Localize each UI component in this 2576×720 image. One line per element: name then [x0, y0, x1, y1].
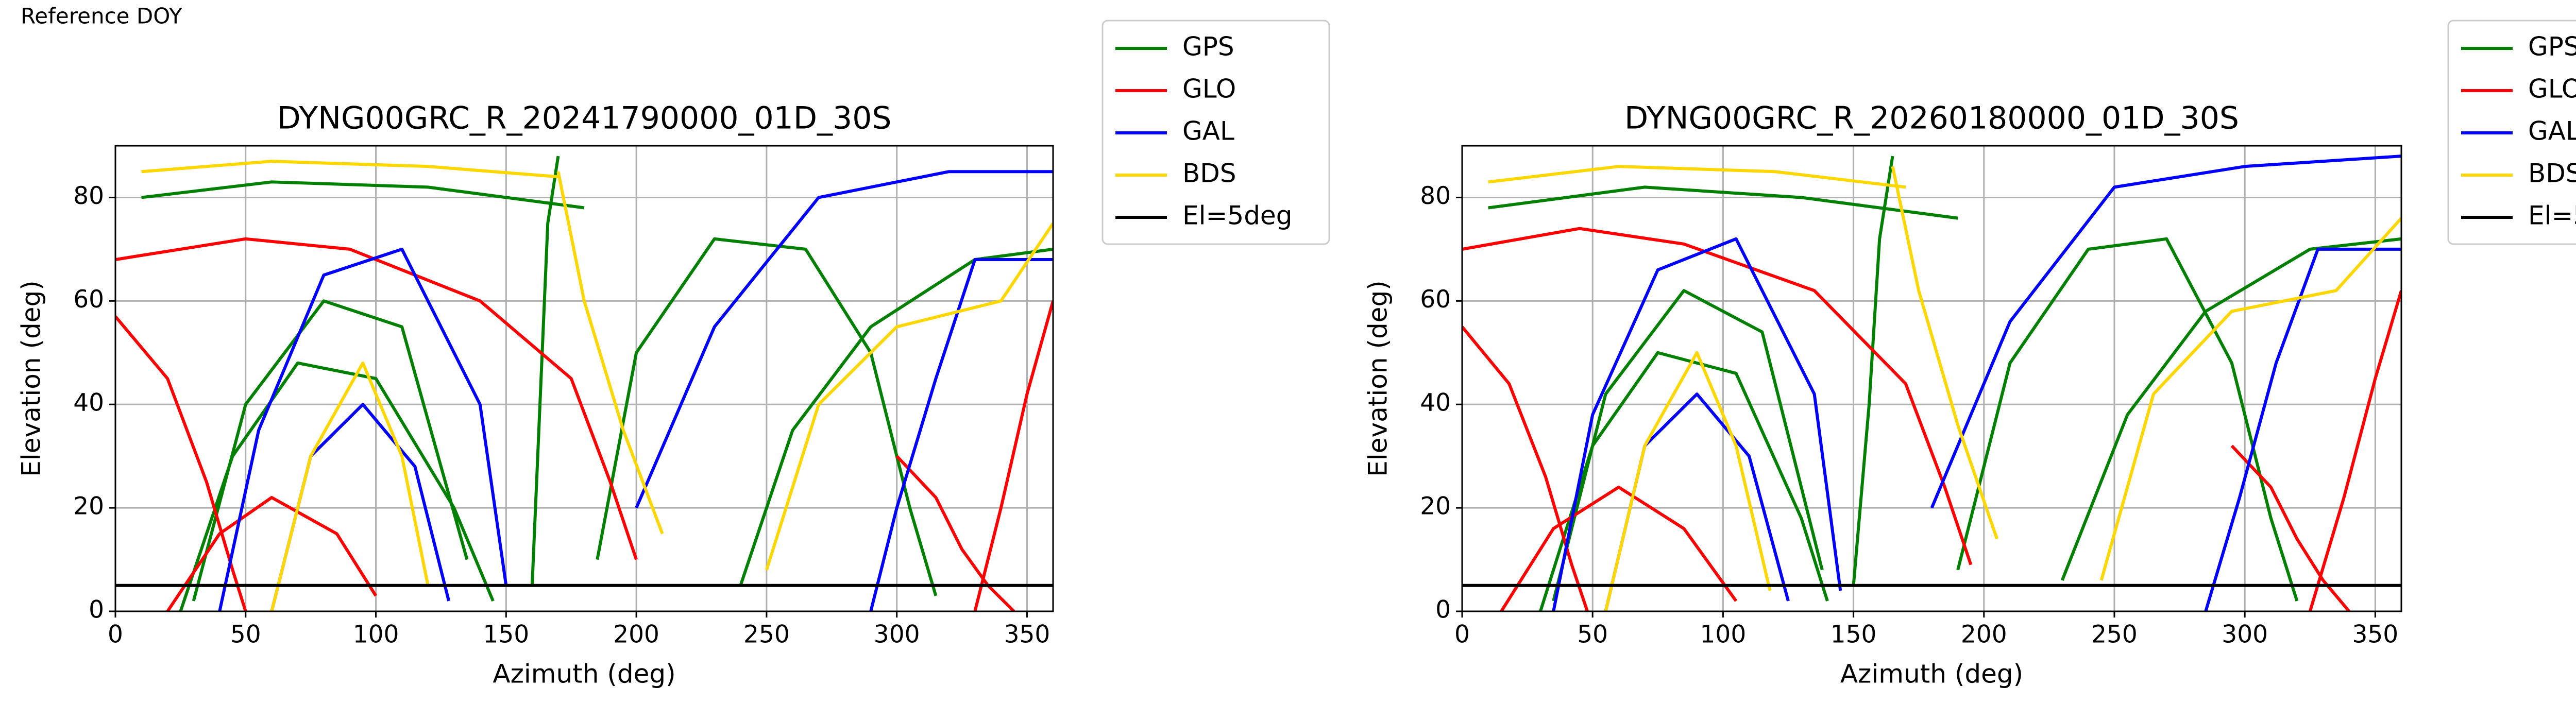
x-tick-label: 100 [353, 621, 399, 649]
y-tick-label: 80 [73, 182, 104, 210]
series-line [141, 160, 1053, 611]
x-axis-label: Azimuth (deg) [1840, 659, 2023, 689]
x-tick-label: 150 [483, 621, 529, 649]
legend-label: GPS [1182, 32, 1234, 62]
chart-title: DYNG00GRC_R_20260180000_01D_30S [1624, 100, 2239, 136]
y-axis-label: Elevation (deg) [16, 280, 46, 476]
plot-area [1462, 155, 2401, 611]
y-tick-label: 40 [1420, 389, 1451, 417]
chart-title: DYNG00GRC_R_20241790000_01D_30S [277, 100, 892, 136]
axes-frame [1461, 145, 2402, 612]
x-tick-label: 250 [2091, 621, 2138, 649]
legend-label: GLO [1182, 74, 1236, 104]
legend-label: El=5deg [1182, 201, 1292, 231]
x-tick-label: 200 [1961, 621, 2007, 649]
y-tick-label: 20 [1420, 492, 1451, 521]
series-line [218, 170, 1053, 611]
series-line [1488, 165, 2401, 611]
x-tick-label: 200 [613, 621, 659, 649]
legend-label: El=5deg [2528, 201, 2576, 231]
series-line [1552, 155, 2401, 611]
y-tick-label: 20 [73, 492, 104, 521]
x-tick-label: 0 [1454, 621, 1470, 649]
x-tick-label: 350 [2352, 621, 2399, 649]
series-line [1488, 156, 2401, 611]
legend-box [1101, 20, 1330, 245]
legend-label: GAL [1182, 116, 1234, 146]
x-tick-label: 300 [2222, 621, 2268, 649]
y-axis-label: Elevation (deg) [1363, 280, 1393, 476]
y-tick-label: 80 [1420, 182, 1451, 210]
y-tick-label: 0 [89, 596, 104, 624]
legend-label: GPS [2528, 32, 2576, 62]
x-tick-label: 150 [1831, 621, 1877, 649]
series-line [141, 156, 1053, 611]
axes-frame [114, 145, 1054, 612]
legend-label: GLO [2528, 74, 2576, 104]
x-tick-label: 50 [1577, 621, 1608, 649]
x-axis-label: Azimuth (deg) [493, 659, 675, 689]
legend-label: GAL [2528, 116, 2576, 146]
legend-label: BDS [2528, 159, 2576, 188]
x-tick-label: 50 [230, 621, 261, 649]
plot-area [115, 156, 1053, 611]
x-tick-label: 100 [1700, 621, 1747, 649]
x-tick-label: 0 [108, 621, 123, 649]
header-title: Reference DOY [21, 4, 182, 29]
series-line [115, 237, 1053, 611]
y-tick-label: 60 [1420, 285, 1451, 314]
legend-label: BDS [1182, 159, 1236, 188]
x-tick-label: 250 [743, 621, 790, 649]
y-tick-label: 60 [73, 285, 104, 314]
series-line [1462, 227, 2401, 611]
x-tick-label: 350 [1004, 621, 1050, 649]
x-tick-label: 300 [874, 621, 920, 649]
y-tick-label: 0 [1435, 596, 1451, 624]
y-tick-label: 40 [73, 389, 104, 417]
